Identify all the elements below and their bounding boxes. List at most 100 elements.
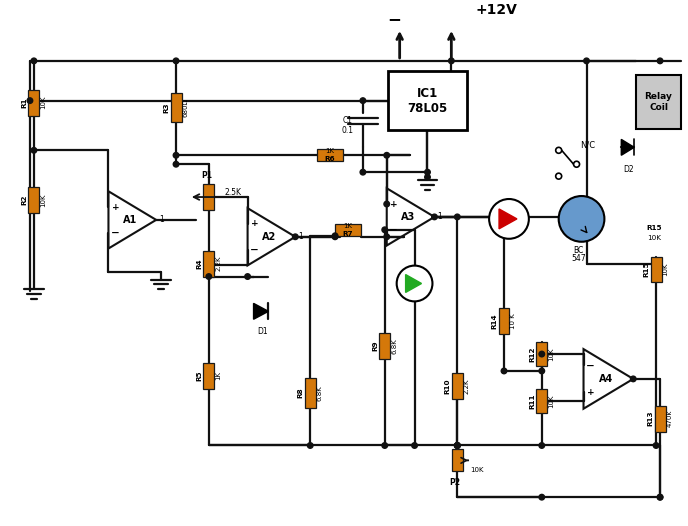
Text: 1: 1 bbox=[159, 215, 164, 225]
Circle shape bbox=[397, 266, 433, 301]
Circle shape bbox=[382, 443, 387, 448]
Circle shape bbox=[360, 98, 365, 104]
Circle shape bbox=[27, 98, 33, 104]
Circle shape bbox=[431, 214, 438, 220]
Bar bbox=[204, 363, 214, 389]
Text: +: + bbox=[250, 219, 259, 228]
Text: 10K: 10K bbox=[647, 235, 661, 241]
Circle shape bbox=[455, 443, 460, 448]
Text: 1K: 1K bbox=[215, 371, 222, 380]
Bar bbox=[537, 389, 547, 413]
Bar bbox=[452, 373, 463, 399]
Text: 547: 547 bbox=[571, 254, 586, 263]
Bar bbox=[204, 251, 214, 277]
Text: 10K: 10K bbox=[41, 96, 46, 109]
Circle shape bbox=[539, 351, 545, 357]
Text: D2: D2 bbox=[623, 165, 634, 174]
Bar bbox=[335, 224, 361, 236]
Text: R1: R1 bbox=[21, 97, 28, 108]
Polygon shape bbox=[406, 275, 422, 292]
Circle shape bbox=[455, 443, 460, 448]
Circle shape bbox=[455, 443, 460, 448]
Circle shape bbox=[556, 173, 561, 179]
Text: A2: A2 bbox=[262, 232, 276, 242]
Text: 10K: 10K bbox=[663, 263, 669, 276]
Text: R15: R15 bbox=[643, 262, 649, 277]
Circle shape bbox=[489, 199, 529, 239]
Text: R9: R9 bbox=[372, 341, 378, 351]
Text: 2.2K: 2.2K bbox=[215, 256, 222, 271]
Circle shape bbox=[245, 274, 250, 279]
Circle shape bbox=[384, 201, 389, 207]
Circle shape bbox=[206, 274, 212, 279]
Circle shape bbox=[308, 443, 313, 448]
Bar bbox=[171, 93, 182, 123]
Text: R15: R15 bbox=[646, 225, 662, 231]
Bar bbox=[379, 333, 390, 359]
Text: 680Ω: 680Ω bbox=[182, 98, 189, 117]
Circle shape bbox=[657, 58, 663, 64]
Text: Relay
Coil: Relay Coil bbox=[645, 93, 672, 112]
Bar bbox=[654, 406, 665, 431]
Text: 1: 1 bbox=[438, 213, 442, 221]
Text: 1: 1 bbox=[299, 232, 303, 241]
Bar bbox=[317, 149, 343, 161]
Text: R11: R11 bbox=[529, 393, 535, 409]
Circle shape bbox=[31, 58, 36, 64]
Text: R7: R7 bbox=[343, 231, 353, 237]
Text: C1: C1 bbox=[343, 116, 353, 125]
Text: 10K: 10K bbox=[470, 467, 484, 473]
Text: 6.8K: 6.8K bbox=[316, 385, 323, 401]
Text: P2: P2 bbox=[449, 478, 460, 487]
Circle shape bbox=[412, 443, 418, 448]
Bar bbox=[499, 308, 510, 334]
Text: R6: R6 bbox=[325, 156, 335, 162]
Text: D1: D1 bbox=[257, 327, 268, 336]
Circle shape bbox=[173, 153, 179, 158]
Bar bbox=[28, 187, 39, 213]
Text: A1: A1 bbox=[122, 215, 137, 225]
Circle shape bbox=[502, 368, 507, 374]
Text: 2.5K: 2.5K bbox=[225, 188, 241, 197]
Text: R2: R2 bbox=[21, 195, 28, 205]
Circle shape bbox=[654, 443, 659, 448]
Text: 10K: 10K bbox=[548, 347, 555, 361]
Text: −: − bbox=[387, 10, 400, 28]
Circle shape bbox=[657, 494, 663, 500]
Text: R5: R5 bbox=[196, 371, 202, 381]
Circle shape bbox=[384, 153, 389, 158]
Circle shape bbox=[382, 227, 387, 232]
Bar bbox=[388, 71, 467, 130]
Circle shape bbox=[31, 147, 36, 153]
Text: −: − bbox=[111, 228, 120, 238]
Bar bbox=[28, 90, 39, 116]
Text: −: − bbox=[389, 225, 398, 235]
Text: 1K: 1K bbox=[325, 148, 334, 154]
Circle shape bbox=[332, 234, 338, 239]
Text: −: − bbox=[250, 245, 259, 255]
Circle shape bbox=[384, 234, 389, 239]
Circle shape bbox=[539, 494, 545, 500]
Text: A4: A4 bbox=[599, 374, 613, 384]
Circle shape bbox=[539, 443, 545, 448]
Circle shape bbox=[455, 443, 460, 448]
Circle shape bbox=[173, 58, 179, 64]
Circle shape bbox=[424, 174, 430, 180]
Polygon shape bbox=[254, 304, 268, 319]
Bar bbox=[452, 450, 463, 471]
Circle shape bbox=[574, 161, 579, 167]
Text: 1K: 1K bbox=[343, 223, 352, 229]
Text: 6.8K: 6.8K bbox=[391, 338, 397, 354]
Text: A3: A3 bbox=[401, 212, 416, 222]
Circle shape bbox=[455, 214, 460, 220]
Text: BC: BC bbox=[573, 246, 583, 255]
Circle shape bbox=[360, 169, 365, 175]
Polygon shape bbox=[621, 139, 634, 155]
Circle shape bbox=[332, 233, 338, 239]
Text: R13: R13 bbox=[647, 411, 654, 427]
Text: 10K: 10K bbox=[41, 193, 46, 207]
Text: 470k: 470k bbox=[667, 410, 672, 428]
Text: R12: R12 bbox=[529, 346, 535, 362]
Text: R14: R14 bbox=[491, 313, 497, 329]
Text: +: + bbox=[587, 388, 594, 397]
